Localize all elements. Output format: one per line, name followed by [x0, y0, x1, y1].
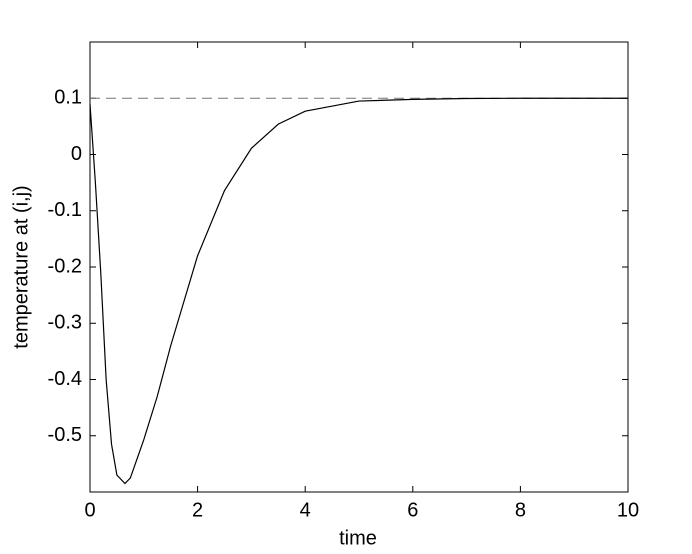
y-tick-label: -0.1	[48, 199, 82, 221]
y-tick-label: -0.4	[48, 368, 82, 390]
x-tick-label: 6	[407, 499, 418, 521]
x-tick-label: 0	[84, 499, 95, 521]
x-tick-label: 2	[192, 499, 203, 521]
y-tick-label: 0	[71, 143, 82, 165]
plot-frame	[89, 41, 629, 493]
x-tick-label: 4	[300, 499, 311, 521]
y-tick-label: -0.5	[48, 424, 82, 446]
y-tick-label: 0.1	[54, 87, 82, 109]
x-axis-label: time	[339, 527, 377, 549]
y-axis-label: temperature at (i,j)	[10, 185, 32, 348]
x-tick-label: 10	[617, 499, 639, 521]
y-tick-label: -0.2	[48, 255, 82, 277]
y-tick-label: -0.3	[48, 312, 82, 334]
line-series	[89, 97, 628, 485]
x-tick-label: 8	[515, 499, 526, 521]
